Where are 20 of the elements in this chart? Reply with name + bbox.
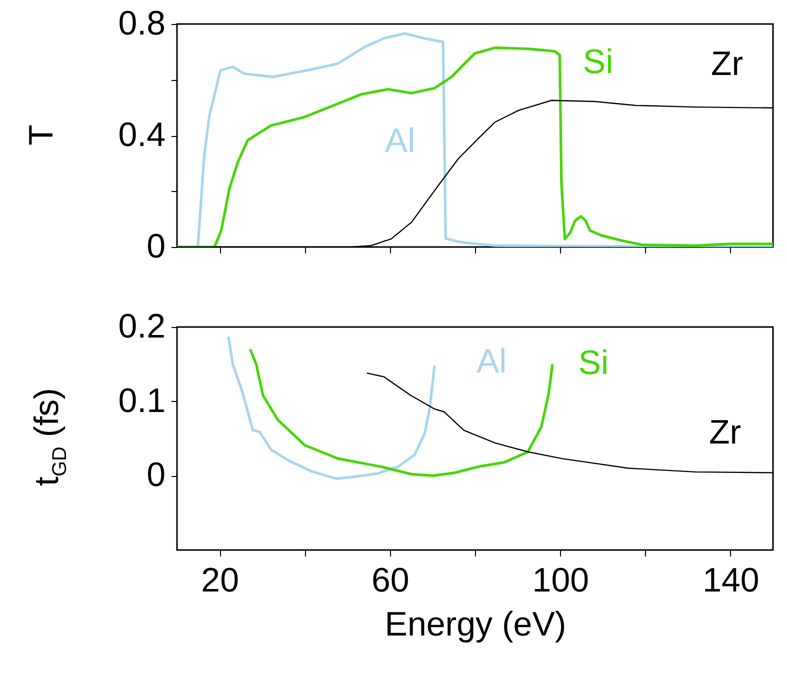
y-tick-label: 0.1 (118, 382, 166, 420)
x-tick-label: 60 (371, 562, 410, 600)
x-tick-label: 100 (532, 562, 590, 600)
series-label: Zr (710, 44, 744, 83)
x-tick-label: 20 (201, 562, 239, 600)
y-axis-title: T (22, 124, 62, 145)
line-series (227, 335, 436, 480)
y-tick-label: 0.4 (118, 116, 166, 154)
x-tick-label: 140 (702, 562, 760, 600)
series-label: Al (476, 342, 507, 381)
series-label: Si (582, 42, 614, 81)
series-label: Al (384, 122, 416, 160)
series-label: Zr (708, 414, 742, 452)
y-tick-label: 0.2 (118, 308, 166, 346)
series-label: Si (578, 344, 609, 382)
y-tick-label: 0 (146, 456, 166, 494)
y-tick-label: 0 (146, 228, 166, 266)
y-tick-label: 0.8 (118, 4, 166, 42)
line-series (248, 348, 554, 477)
x-axis-title: Energy (eV) (384, 606, 566, 644)
